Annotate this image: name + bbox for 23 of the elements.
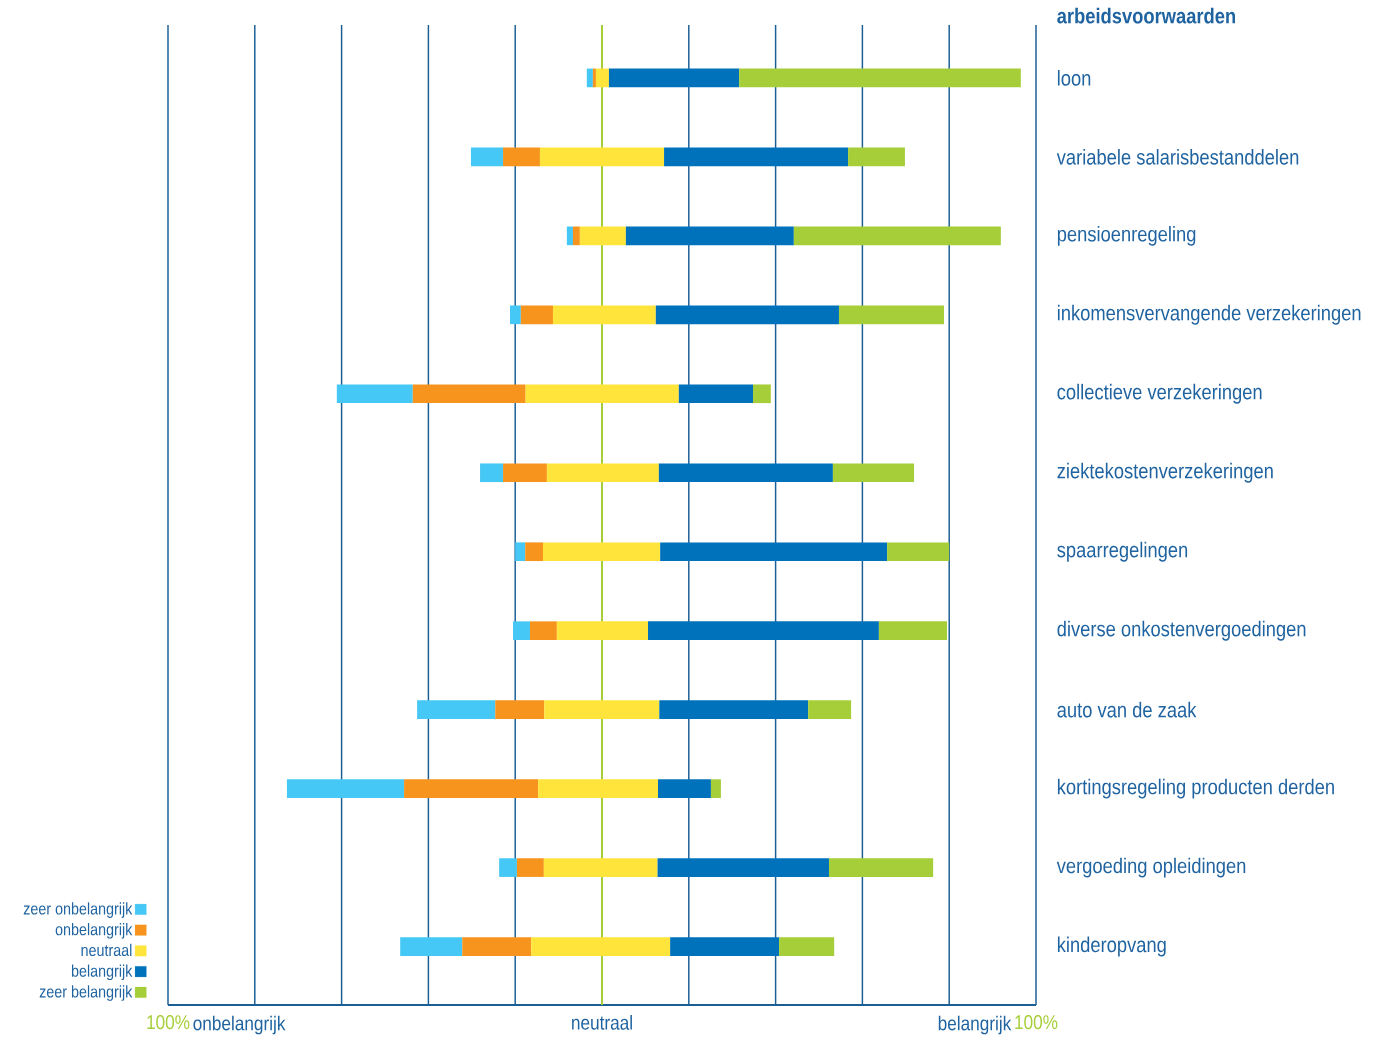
text: belangrijk	[938, 1015, 1012, 1035]
legend-label: onbelangrijk	[55, 923, 133, 939]
legend-label: zeer belangrijk	[39, 985, 133, 1001]
y-tick-label: loon	[1057, 70, 1091, 86]
y-tick-label: kinderopvang	[1057, 936, 1166, 957]
x-tick-label: 100%	[1015, 1015, 1058, 1030]
y-tick-label: pensioenregeling	[1057, 225, 1196, 246]
legend-label: belangrijk	[71, 964, 133, 981]
x-tick-label: 100%	[147, 1015, 190, 1030]
y-tick-label: auto van de zaak	[1057, 701, 1197, 718]
y-tick-label: spaarregelingen	[1057, 541, 1188, 562]
y-tick-label: ziektekostenverzekeringen	[1057, 462, 1273, 483]
legend-label: neutraal	[81, 943, 132, 957]
y-tick-label: variabele salarisbestanddelen	[1056, 149, 1299, 165]
y-tick-label: kortingsregeling producten derden	[1057, 778, 1334, 799]
y-tick-label: diverse onkostenvergoedingen	[1057, 620, 1306, 641]
legend-label: zeer onbelangrijk	[23, 902, 133, 918]
y-tick-label: inkomensvervangende verzekeringen	[1057, 304, 1361, 325]
x-tick-label: neutraal	[572, 1015, 632, 1030]
y-tick-label: vergoeding opleidingen	[1056, 857, 1246, 878]
text: arbeidsvoorwaarden	[1057, 7, 1236, 24]
text: onbelangrijk	[193, 1015, 286, 1035]
y-tick-label: collectieve verzekeringen	[1057, 383, 1262, 404]
